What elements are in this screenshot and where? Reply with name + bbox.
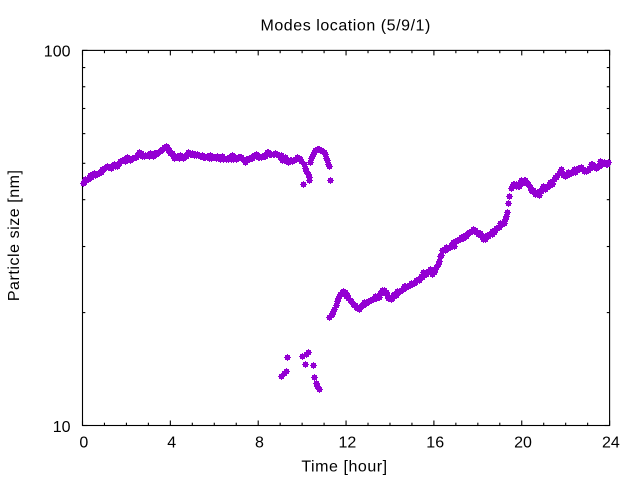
svg-text:4: 4: [167, 434, 176, 451]
svg-text:12: 12: [339, 434, 357, 451]
svg-text:Time [hour]: Time [hour]: [301, 459, 387, 476]
svg-text:100: 100: [44, 43, 71, 60]
svg-text:Particle size [nm]: Particle size [nm]: [6, 169, 23, 301]
svg-text:Modes location (5/9/1): Modes location (5/9/1): [260, 18, 430, 35]
svg-text:0: 0: [79, 434, 88, 451]
svg-text:10: 10: [53, 419, 71, 436]
svg-text:8: 8: [255, 434, 264, 451]
svg-text:24: 24: [602, 434, 620, 451]
svg-text:20: 20: [514, 434, 532, 451]
svg-text:16: 16: [426, 434, 444, 451]
